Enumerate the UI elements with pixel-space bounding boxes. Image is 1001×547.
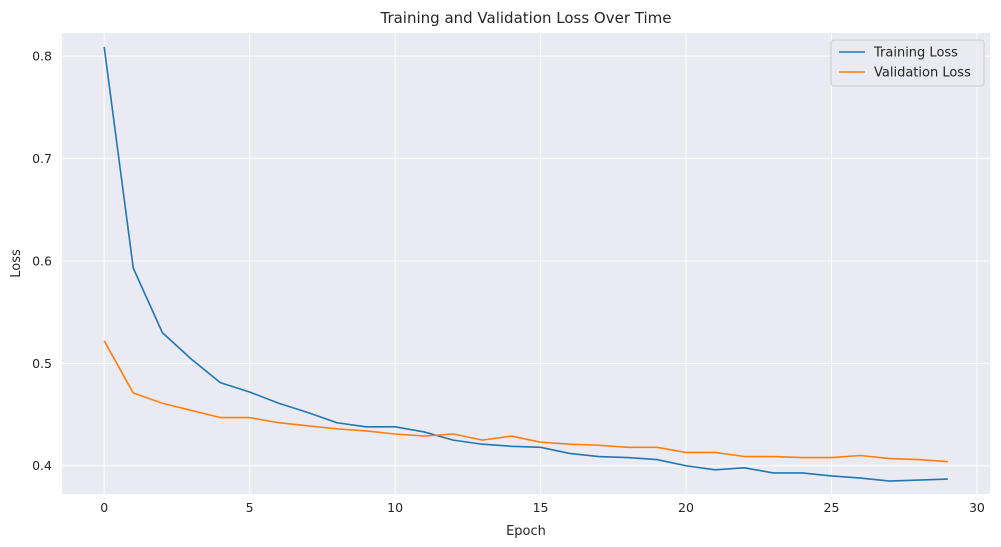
legend-box — [830, 39, 985, 87]
x-tick-label: 20 — [678, 500, 694, 515]
x-tick-label: 10 — [387, 500, 403, 515]
x-tick-label: 15 — [533, 500, 549, 515]
series-line-validation-loss — [103, 340, 948, 463]
series-lines — [103, 46, 948, 482]
legend-label: Training Loss — [873, 46, 958, 61]
x-tick-label: 5 — [246, 500, 254, 515]
y-axis-label: Loss — [9, 249, 24, 278]
legend: Training Loss Validation Loss — [830, 39, 985, 87]
grid-lines — [62, 33, 990, 494]
x-tick-label: 25 — [824, 500, 840, 515]
plot-area — [62, 33, 990, 494]
y-tick-label: 0.7 — [32, 151, 52, 166]
series-line-training-loss — [103, 46, 948, 482]
chart-title: Training and Validation Loss Over Time — [379, 9, 671, 27]
legend-label: Validation Loss — [874, 66, 971, 81]
y-tick-label: 0.8 — [32, 49, 52, 64]
x-tick-label: 30 — [969, 500, 985, 515]
tick-labels: 0 5 10 15 20 25 30 0.4 0.5 0.6 0.7 0.8 — [32, 49, 985, 515]
x-axis-label: Epoch — [506, 524, 546, 539]
y-tick-label: 0.6 — [32, 253, 52, 268]
y-tick-label: 0.5 — [32, 356, 52, 371]
y-tick-label: 0.4 — [32, 458, 52, 473]
x-tick-label: 0 — [100, 500, 108, 515]
